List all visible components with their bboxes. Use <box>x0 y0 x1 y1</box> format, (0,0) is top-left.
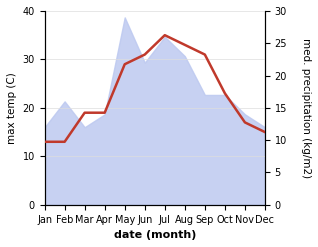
Y-axis label: med. precipitation (kg/m2): med. precipitation (kg/m2) <box>301 38 311 178</box>
Y-axis label: max temp (C): max temp (C) <box>7 72 17 144</box>
X-axis label: date (month): date (month) <box>114 230 196 240</box>
